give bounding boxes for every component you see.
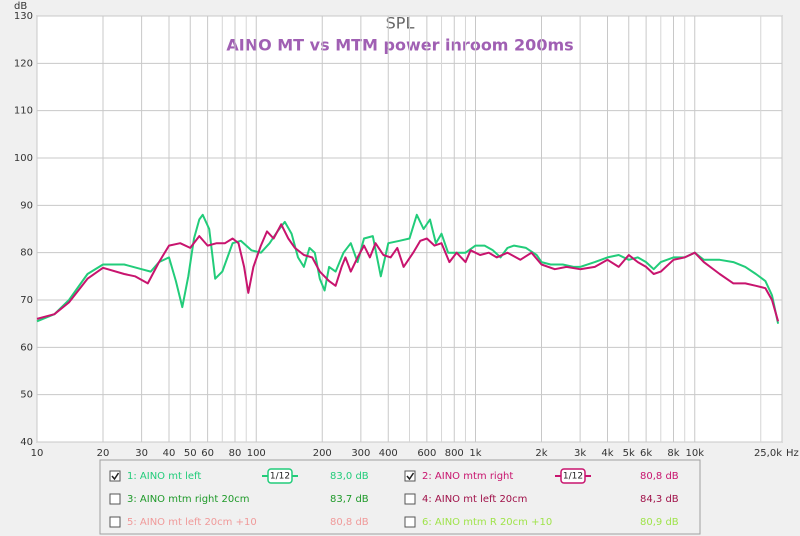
- x-tick-label: 80: [229, 448, 242, 459]
- legend-label: 3: AINO mtm right 20cm: [127, 494, 249, 505]
- legend-label: 2: AINO mtm right: [422, 471, 513, 482]
- series-line: [36, 213, 780, 324]
- x-tick-label: 40: [163, 448, 176, 459]
- y-tick-label: 60: [20, 342, 33, 353]
- x-tick-label: 800: [445, 448, 464, 459]
- legend-level: 80,8 dB: [330, 517, 369, 528]
- y-tick-label: 80: [20, 248, 33, 259]
- legend-checkbox[interactable]: [109, 516, 121, 528]
- legend-level: 83,0 dB: [330, 471, 369, 482]
- grid: [36, 15, 783, 443]
- x-tick-label: 50: [184, 448, 197, 459]
- y-tick-label: 130: [14, 11, 33, 22]
- legend-box: [99, 459, 701, 535]
- checkmark: [406, 472, 415, 481]
- x-axis-label: Hz: [786, 448, 799, 459]
- legend-checkbox[interactable]: [109, 470, 121, 482]
- x-tick-label: 600: [417, 448, 436, 459]
- legend-level: 80,9 dB: [640, 517, 679, 528]
- x-tick-label: 5k: [623, 448, 635, 459]
- y-tick-label: 70: [20, 295, 33, 306]
- checkmark: [111, 472, 120, 481]
- legend-label: 5: AINO mt left 20cm +10: [127, 517, 257, 528]
- x-tick-label: 6k: [640, 448, 652, 459]
- smoothing-label: 1/12: [270, 472, 290, 482]
- series-line: [36, 223, 780, 322]
- y-tick-label: 90: [20, 200, 33, 211]
- y-tick-label: 110: [14, 106, 33, 117]
- smoothing-icon[interactable]: [560, 468, 586, 484]
- smoothing-icon[interactable]: [267, 468, 293, 484]
- x-tick-label: 20: [97, 448, 110, 459]
- x-tick-label: 8k: [667, 448, 679, 459]
- x-tick-label: 10k: [685, 448, 704, 459]
- legend-level: 84,3 dB: [640, 494, 679, 505]
- legend-checkbox[interactable]: [404, 470, 416, 482]
- legend-checkbox[interactable]: [404, 516, 416, 528]
- smoothing-label: 1/12: [563, 472, 583, 482]
- x-tick-label: 400: [379, 448, 398, 459]
- legend-level: 80,8 dB: [640, 471, 679, 482]
- x-tick-label: 1k: [469, 448, 481, 459]
- y-tick-label: 100: [14, 153, 33, 164]
- chart-title: SPL: [386, 14, 415, 33]
- x-tick-label: 4k: [601, 448, 613, 459]
- legend-checkbox[interactable]: [109, 493, 121, 505]
- x-tick-label: 60: [201, 448, 214, 459]
- y-tick-label: 40: [20, 437, 33, 448]
- x-tick-label: 30: [135, 448, 148, 459]
- legend-label: 1: AINO mt left: [127, 471, 201, 482]
- x-tick-label: 10: [31, 448, 44, 459]
- legend-level: 83,7 dB: [330, 494, 369, 505]
- y-tick-label: 120: [14, 58, 33, 69]
- legend-checkbox[interactable]: [404, 493, 416, 505]
- chart-subtitle: AINO MT vs MTM power inroom 200ms: [226, 36, 573, 55]
- x-tick-label: 3k: [574, 448, 586, 459]
- x-tick-label: 300: [351, 448, 370, 459]
- y-tick-label: 50: [20, 390, 33, 401]
- legend-label: 4: AINO mt left 20cm: [422, 494, 527, 505]
- x-tick-label: 25,0k: [754, 448, 782, 459]
- y-axis-label: dB: [14, 1, 27, 12]
- x-tick-label: 200: [313, 448, 332, 459]
- legend-label: 6: AINO mtm R 20cm +10: [422, 517, 552, 528]
- x-tick-label: 100: [247, 448, 266, 459]
- x-tick-label: 2k: [535, 448, 547, 459]
